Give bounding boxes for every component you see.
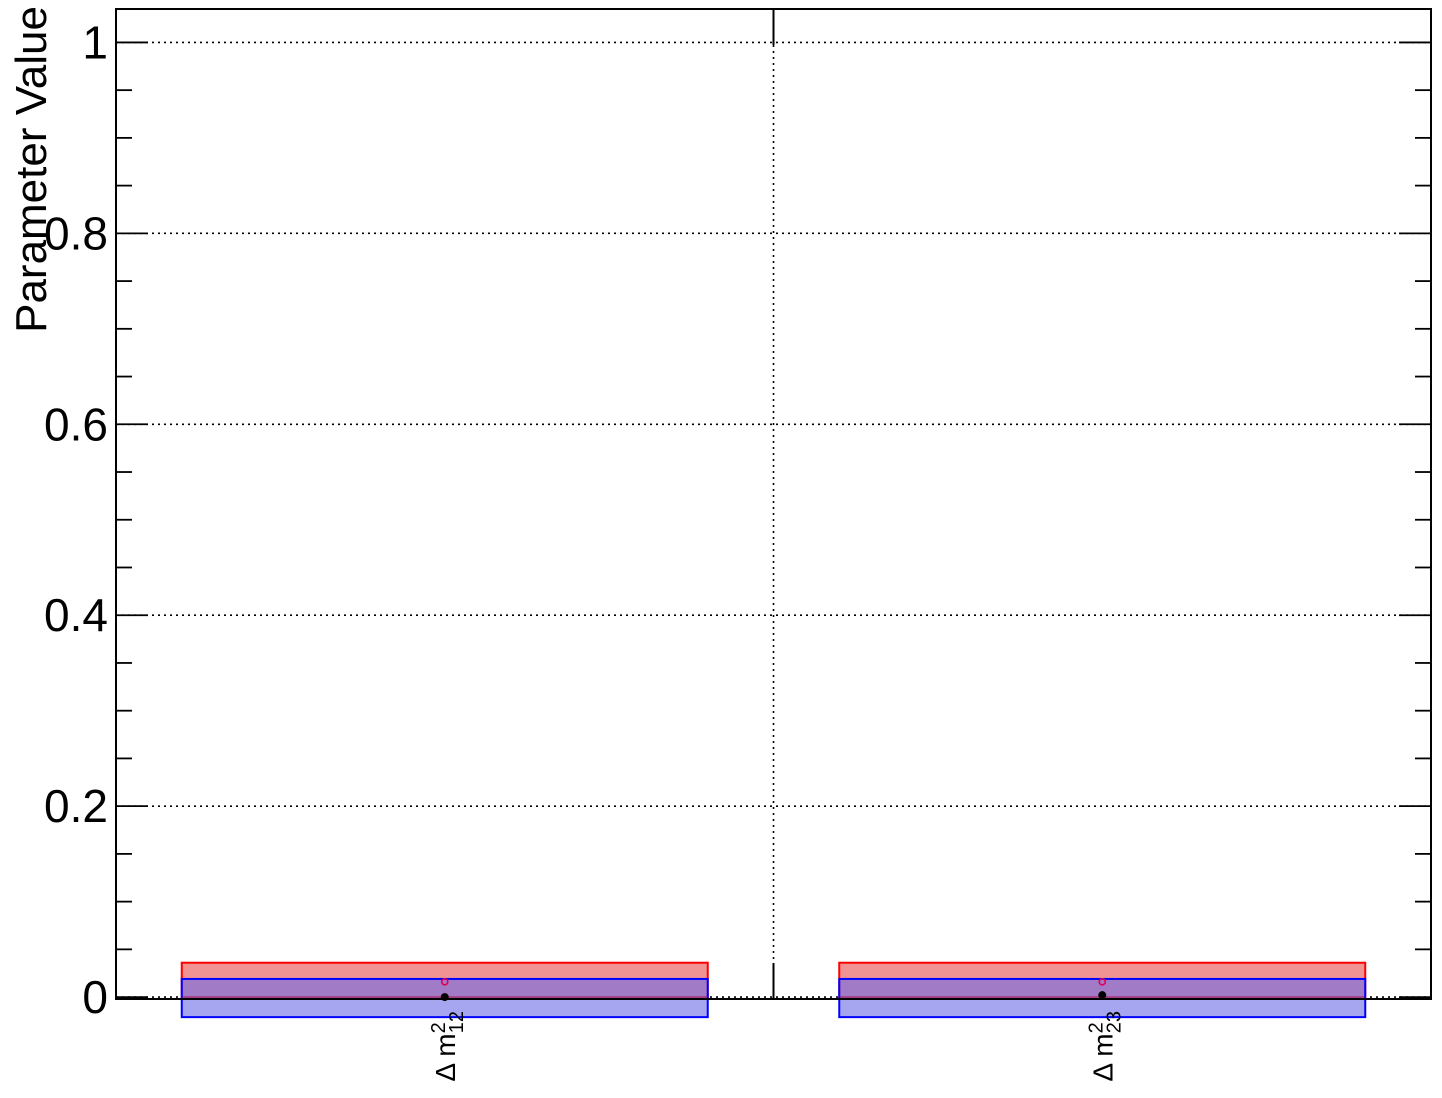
y-tick-labels: 0 0.2 0.4 0.6 0.8 1 [44,16,108,1023]
y-tick-label-0: 0 [82,971,108,1023]
category-subscript: 23 [1103,1011,1125,1033]
point-s0-c0 [440,978,449,986]
point-s1-c1 [1098,991,1107,1000]
y-tick-label-2: 0.4 [44,589,108,641]
category-symbol: Δ m [430,1033,461,1081]
category-symbol: Δ m [1087,1033,1118,1081]
category-subscript: 12 [446,1011,468,1033]
point-s0-c1 [1098,978,1107,986]
grid-lines [116,9,1431,999]
y-tick-label-1: 0.2 [44,780,108,832]
category-superscript: 2 [1085,1022,1107,1033]
y-tick-label-5: 1 [82,16,108,68]
axis-ticks [116,41,1431,998]
y-tick-label-4: 0.8 [44,207,108,259]
category-label-0: Δ m212 [428,1011,468,1082]
category-superscript: 2 [428,1022,450,1033]
axes [115,8,1432,1000]
y-axis-title: Parameter Value [7,6,56,333]
y-tick-label-3: 0.6 [44,398,108,450]
category-label-1: Δ m223 [1085,1011,1125,1082]
